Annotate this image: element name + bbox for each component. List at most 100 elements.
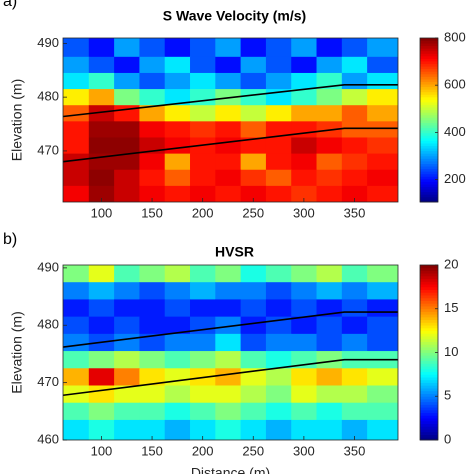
heatmap-cell bbox=[139, 105, 166, 122]
heatmap-cell bbox=[114, 38, 140, 58]
heatmap-cell bbox=[139, 153, 166, 171]
heatmap-cell bbox=[367, 419, 398, 440]
heatmap-cell bbox=[164, 38, 191, 58]
colorbar-swatch bbox=[420, 55, 438, 59]
heatmap-cell bbox=[341, 333, 368, 352]
colorbar-swatch bbox=[420, 412, 438, 416]
heatmap-cell bbox=[240, 351, 267, 369]
colorbar-swatch bbox=[420, 184, 438, 188]
colorbar-swatch bbox=[420, 336, 438, 340]
x-tick-label: 150 bbox=[141, 205, 163, 220]
colorbar-swatch bbox=[420, 109, 438, 113]
heatmap-cell bbox=[63, 351, 90, 369]
heatmap-cell bbox=[164, 282, 191, 300]
colorbar-swatch bbox=[420, 171, 438, 175]
colorbar-swatch bbox=[420, 99, 438, 103]
heatmap-cell bbox=[190, 402, 216, 421]
colorbar-swatch bbox=[420, 349, 438, 353]
colorbar-swatch bbox=[420, 45, 438, 49]
colorbar-swatch bbox=[420, 48, 438, 52]
colorbar-swatch bbox=[420, 76, 438, 80]
heatmap-cell bbox=[63, 121, 90, 138]
heatmap-cell bbox=[88, 56, 115, 74]
heatmap-cell bbox=[88, 385, 115, 404]
heatmap-cell bbox=[240, 169, 267, 187]
colorbar-swatch bbox=[420, 153, 438, 157]
colorbar-swatch bbox=[420, 415, 438, 419]
heatmap-cell bbox=[240, 38, 267, 58]
colorbar-swatch bbox=[420, 199, 438, 203]
heatmap-cell bbox=[341, 56, 368, 74]
heatmap-cell bbox=[367, 56, 398, 74]
heatmap-cell bbox=[265, 282, 292, 300]
colorbar-swatch bbox=[420, 120, 438, 123]
heatmap-cell bbox=[341, 282, 368, 300]
heatmap-cell bbox=[341, 402, 368, 421]
colorbar-swatch bbox=[420, 71, 438, 75]
heatmap-cell bbox=[265, 385, 292, 404]
heatmap-cell bbox=[265, 56, 292, 74]
heatmap-cell bbox=[240, 265, 267, 283]
heatmap-cell bbox=[190, 72, 216, 90]
colorbar-swatch bbox=[420, 311, 438, 315]
heatmap-cell bbox=[367, 121, 398, 138]
y-tick-label: 490 bbox=[37, 35, 59, 50]
heatmap-cell bbox=[63, 419, 90, 440]
heatmap-cell bbox=[316, 169, 343, 187]
x-tick-label: 100 bbox=[91, 443, 113, 458]
heatmap-cell bbox=[265, 299, 292, 318]
colorbar-swatch bbox=[420, 278, 438, 282]
heatmap-cell bbox=[164, 402, 191, 421]
heatmap-cell bbox=[265, 105, 292, 122]
colorbar-swatch bbox=[420, 265, 438, 269]
colorbar-tick-label: 800 bbox=[444, 29, 466, 44]
colorbar-swatch bbox=[420, 112, 438, 116]
heatmap-cell bbox=[190, 316, 216, 335]
heatmap-cell bbox=[367, 137, 398, 155]
heatmap-cell bbox=[265, 185, 292, 202]
heatmap-cell bbox=[139, 299, 166, 318]
plot-area bbox=[63, 38, 398, 202]
heatmap-cell bbox=[139, 89, 166, 106]
colorbar-swatch bbox=[420, 40, 438, 44]
heatmap-cell bbox=[164, 153, 191, 171]
colorbar-swatch bbox=[420, 158, 438, 162]
colorbar-swatch bbox=[420, 63, 438, 67]
heatmap-cell bbox=[139, 351, 166, 369]
colorbar-swatch bbox=[420, 325, 438, 329]
colorbar-swatch bbox=[420, 178, 438, 182]
colorbar-swatch bbox=[420, 281, 438, 285]
colorbar-swatch bbox=[420, 333, 438, 337]
y-tick-label: 480 bbox=[37, 89, 59, 104]
heatmap-cell bbox=[139, 72, 166, 90]
colorbar-tick-label: 600 bbox=[444, 77, 466, 92]
heatmap-cell bbox=[63, 72, 90, 90]
heatmap-cell bbox=[291, 105, 318, 122]
colorbar-swatch bbox=[420, 122, 438, 126]
colorbar-swatch bbox=[420, 390, 438, 394]
colorbar-swatch bbox=[420, 89, 438, 93]
heatmap-cell bbox=[265, 153, 292, 171]
heatmap-cell bbox=[114, 351, 140, 369]
heatmap-cell bbox=[215, 72, 242, 90]
heatmap-cell bbox=[139, 368, 166, 386]
heatmap-cell bbox=[265, 333, 292, 352]
heatmap-cell bbox=[316, 368, 343, 386]
heatmap-cell bbox=[215, 185, 242, 202]
colorbar-swatch bbox=[420, 308, 438, 312]
heatmap-cell bbox=[367, 402, 398, 421]
heatmap-cell bbox=[190, 169, 216, 187]
heatmap-cell bbox=[114, 169, 140, 187]
heatmap-cell bbox=[265, 265, 292, 283]
heatmap-cell bbox=[265, 402, 292, 421]
heatmap-cell bbox=[190, 121, 216, 138]
plot-area bbox=[63, 265, 398, 440]
heatmap-cell bbox=[88, 137, 115, 155]
heatmap-cell bbox=[164, 169, 191, 187]
heatmap-cell bbox=[291, 137, 318, 155]
heatmap-cell bbox=[63, 38, 90, 58]
heatmap-cell bbox=[190, 105, 216, 122]
colorbar-swatch bbox=[420, 173, 438, 177]
heatmap-cell bbox=[88, 316, 115, 335]
panel-label: a) bbox=[3, 0, 17, 10]
